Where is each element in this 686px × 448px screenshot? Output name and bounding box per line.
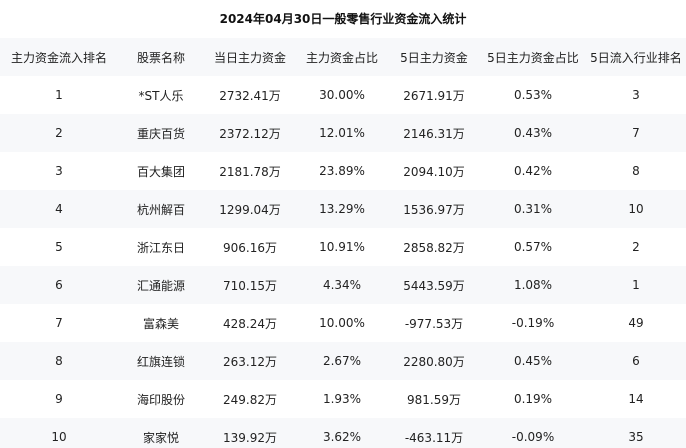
cell-5day-main-fund: -977.53万 xyxy=(388,304,480,342)
table-row: 7 富森美 428.24万 10.00% -977.53万 -0.19% 49 xyxy=(0,304,686,342)
cell-5day-main-fund-ratio: 1.08% xyxy=(480,266,586,304)
cell-main-fund-ratio: 13.29% xyxy=(296,190,388,228)
cell-rank: 7 xyxy=(0,304,118,342)
cell-5day-main-fund-ratio: -0.19% xyxy=(480,304,586,342)
table-row: 3 百大集团 2181.78万 23.89% 2094.10万 0.42% 8 xyxy=(0,152,686,190)
cell-main-fund-ratio: 23.89% xyxy=(296,152,388,190)
cell-5day-industry-rank: 10 xyxy=(586,190,686,228)
cell-main-fund-ratio: 4.34% xyxy=(296,266,388,304)
cell-main-fund-ratio: 30.00% xyxy=(296,76,388,114)
cell-main-fund-ratio: 3.62% xyxy=(296,418,388,448)
cell-5day-main-fund-ratio: 0.31% xyxy=(480,190,586,228)
cell-daily-main-fund: 249.82万 xyxy=(204,380,296,418)
cell-5day-industry-rank: 6 xyxy=(586,342,686,380)
cell-5day-industry-rank: 1 xyxy=(586,266,686,304)
cell-stock-name: 家家悦 xyxy=(118,418,204,448)
table-row: 1 *ST人乐 2732.41万 30.00% 2671.91万 0.53% 3 xyxy=(0,76,686,114)
cell-5day-main-fund: -463.11万 xyxy=(388,418,480,448)
cell-5day-main-fund: 2671.91万 xyxy=(388,76,480,114)
cell-stock-name: 浙江东日 xyxy=(118,228,204,266)
table-row: 5 浙江东日 906.16万 10.91% 2858.82万 0.57% 2 xyxy=(0,228,686,266)
cell-stock-name: *ST人乐 xyxy=(118,76,204,114)
header-stock-name: 股票名称 xyxy=(118,38,204,76)
cell-5day-main-fund: 981.59万 xyxy=(388,380,480,418)
header-5day-industry-rank: 5日流入行业排名 xyxy=(586,38,686,76)
cell-daily-main-fund: 2732.41万 xyxy=(204,76,296,114)
cell-main-fund-ratio: 1.93% xyxy=(296,380,388,418)
table-row: 10 家家悦 139.92万 3.62% -463.11万 -0.09% 35 xyxy=(0,418,686,448)
cell-5day-main-fund: 5443.59万 xyxy=(388,266,480,304)
cell-5day-main-fund: 2146.31万 xyxy=(388,114,480,152)
cell-daily-main-fund: 263.12万 xyxy=(204,342,296,380)
cell-5day-main-fund: 2094.10万 xyxy=(388,152,480,190)
cell-main-fund-ratio: 12.01% xyxy=(296,114,388,152)
cell-stock-name: 杭州解百 xyxy=(118,190,204,228)
table-row: 6 汇通能源 710.15万 4.34% 5443.59万 1.08% 1 xyxy=(0,266,686,304)
cell-5day-main-fund-ratio: -0.09% xyxy=(480,418,586,448)
cell-5day-main-fund: 1536.97万 xyxy=(388,190,480,228)
header-rank: 主力资金流入排名 xyxy=(0,38,118,76)
cell-main-fund-ratio: 10.91% xyxy=(296,228,388,266)
cell-daily-main-fund: 1299.04万 xyxy=(204,190,296,228)
cell-rank: 1 xyxy=(0,76,118,114)
table-row: 2 重庆百货 2372.12万 12.01% 2146.31万 0.43% 7 xyxy=(0,114,686,152)
cell-5day-industry-rank: 3 xyxy=(586,76,686,114)
cell-stock-name: 汇通能源 xyxy=(118,266,204,304)
cell-5day-industry-rank: 35 xyxy=(586,418,686,448)
cell-5day-main-fund-ratio: 0.43% xyxy=(480,114,586,152)
cell-daily-main-fund: 428.24万 xyxy=(204,304,296,342)
cell-rank: 9 xyxy=(0,380,118,418)
cell-daily-main-fund: 2181.78万 xyxy=(204,152,296,190)
cell-stock-name: 富森美 xyxy=(118,304,204,342)
cell-stock-name: 海印股份 xyxy=(118,380,204,418)
cell-daily-main-fund: 710.15万 xyxy=(204,266,296,304)
cell-main-fund-ratio: 2.67% xyxy=(296,342,388,380)
cell-5day-main-fund-ratio: 0.57% xyxy=(480,228,586,266)
cell-5day-main-fund: 2858.82万 xyxy=(388,228,480,266)
cell-stock-name: 红旗连锁 xyxy=(118,342,204,380)
cell-5day-main-fund-ratio: 0.42% xyxy=(480,152,586,190)
cell-daily-main-fund: 139.92万 xyxy=(204,418,296,448)
cell-rank: 3 xyxy=(0,152,118,190)
header-5day-main-fund: 5日主力资金 xyxy=(388,38,480,76)
cell-stock-name: 百大集团 xyxy=(118,152,204,190)
cell-5day-main-fund-ratio: 0.45% xyxy=(480,342,586,380)
cell-5day-industry-rank: 2 xyxy=(586,228,686,266)
page-title: 2024年04月30日一般零售行业资金流入统计 xyxy=(219,12,467,26)
table-row: 9 海印股份 249.82万 1.93% 981.59万 0.19% 14 xyxy=(0,380,686,418)
cell-5day-main-fund-ratio: 0.19% xyxy=(480,380,586,418)
cell-5day-industry-rank: 14 xyxy=(586,380,686,418)
table-header-row: 主力资金流入排名 股票名称 当日主力资金 主力资金占比 5日主力资金 5日主力资… xyxy=(0,38,686,76)
cell-daily-main-fund: 2372.12万 xyxy=(204,114,296,152)
cell-5day-main-fund: 2280.80万 xyxy=(388,342,480,380)
header-5day-main-fund-ratio: 5日主力资金占比 xyxy=(480,38,586,76)
cell-rank: 6 xyxy=(0,266,118,304)
cell-rank: 5 xyxy=(0,228,118,266)
cell-stock-name: 重庆百货 xyxy=(118,114,204,152)
cell-rank: 2 xyxy=(0,114,118,152)
cell-5day-industry-rank: 7 xyxy=(586,114,686,152)
cell-5day-industry-rank: 49 xyxy=(586,304,686,342)
cell-5day-main-fund-ratio: 0.53% xyxy=(480,76,586,114)
cell-rank: 4 xyxy=(0,190,118,228)
table-row: 4 杭州解百 1299.04万 13.29% 1536.97万 0.31% 10 xyxy=(0,190,686,228)
cell-rank: 10 xyxy=(0,418,118,448)
header-daily-main-fund: 当日主力资金 xyxy=(204,38,296,76)
cell-rank: 8 xyxy=(0,342,118,380)
header-main-fund-ratio: 主力资金占比 xyxy=(296,38,388,76)
cell-main-fund-ratio: 10.00% xyxy=(296,304,388,342)
cell-daily-main-fund: 906.16万 xyxy=(204,228,296,266)
fund-flow-table: 主力资金流入排名 股票名称 当日主力资金 主力资金占比 5日主力资金 5日主力资… xyxy=(0,38,686,448)
table-row: 8 红旗连锁 263.12万 2.67% 2280.80万 0.45% 6 xyxy=(0,342,686,380)
cell-5day-industry-rank: 8 xyxy=(586,152,686,190)
